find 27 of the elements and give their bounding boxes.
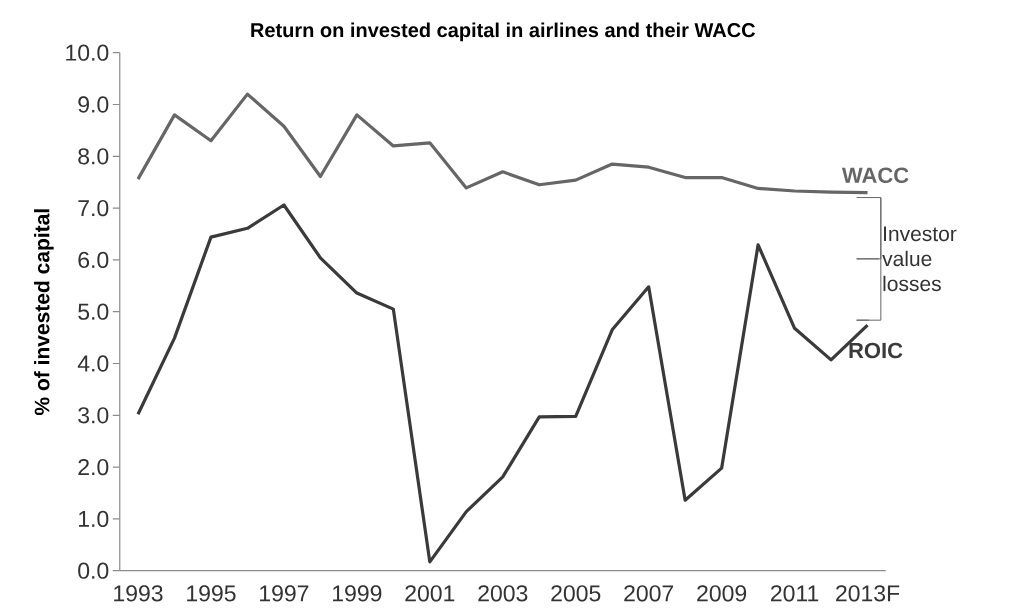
x-tick-label: 2007 xyxy=(624,585,674,602)
y-tick-label: 0.0 xyxy=(78,562,109,579)
x-tick-label: 2013F xyxy=(836,585,900,602)
y-axis-title: % of invested capital xyxy=(34,209,54,416)
y-tick-label: 9.0 xyxy=(78,96,109,113)
series-label: ROIC xyxy=(849,342,903,359)
y-tick-label: 5.0 xyxy=(78,303,109,320)
chart-title: Return on invested capital in airlines and their WACC xyxy=(251,22,756,42)
y-tick-label: 1.0 xyxy=(79,510,109,528)
x-tick-label: 2011 xyxy=(771,585,819,602)
y-tick-label: 8.0 xyxy=(78,148,109,165)
y-tick-label: 6.0 xyxy=(78,251,109,269)
y-tick-label: 10.0 xyxy=(66,44,109,61)
x-tick-label: 2003 xyxy=(478,585,528,602)
x-tick-label: 1995 xyxy=(187,585,236,602)
y-tick-label: 2.0 xyxy=(78,458,109,476)
y-tick-label: 7.0 xyxy=(78,199,109,217)
x-tick-label: 1993 xyxy=(114,585,163,602)
x-tick-label: 2009 xyxy=(697,585,747,602)
x-tick-label: 1999 xyxy=(333,585,382,602)
y-tick-label: 4.0 xyxy=(77,355,109,372)
x-tick-label: 2001 xyxy=(405,585,455,602)
annotation: Investor value losses xyxy=(882,226,957,292)
x-tick-label: 2005 xyxy=(551,585,601,602)
series-label: WACC xyxy=(841,167,909,184)
y-tick-label: 3.0 xyxy=(78,407,109,424)
x-tick-label: 1997 xyxy=(260,585,309,602)
